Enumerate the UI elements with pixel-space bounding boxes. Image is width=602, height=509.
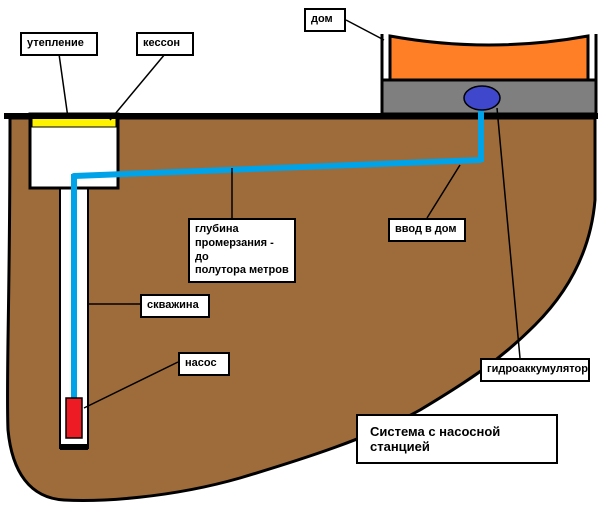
pump (66, 398, 82, 438)
leader-insulation (59, 54, 68, 118)
label-insulation: утепление (20, 32, 98, 56)
diagram-title: Система с насосной станцией (356, 414, 558, 464)
label-house: дом (304, 8, 346, 32)
label-pump: насос (178, 352, 230, 376)
label-hydro: гидроаккумулятор (480, 358, 590, 382)
leader-house (346, 20, 384, 40)
well-bottom-cap (60, 444, 88, 450)
house-body (390, 36, 588, 80)
leader-kesson (110, 54, 165, 120)
label-inlet: ввод в дом (388, 218, 466, 242)
pipe-vertical (71, 174, 77, 400)
label-kesson: кессон (136, 32, 194, 56)
diagram-canvas: утепление кессон дом глубина промерзания… (0, 0, 602, 509)
label-frost-depth: глубина промерзания - до полутора метров (188, 218, 296, 283)
label-well: скважина (140, 294, 210, 318)
hydroaccumulator (464, 86, 500, 110)
